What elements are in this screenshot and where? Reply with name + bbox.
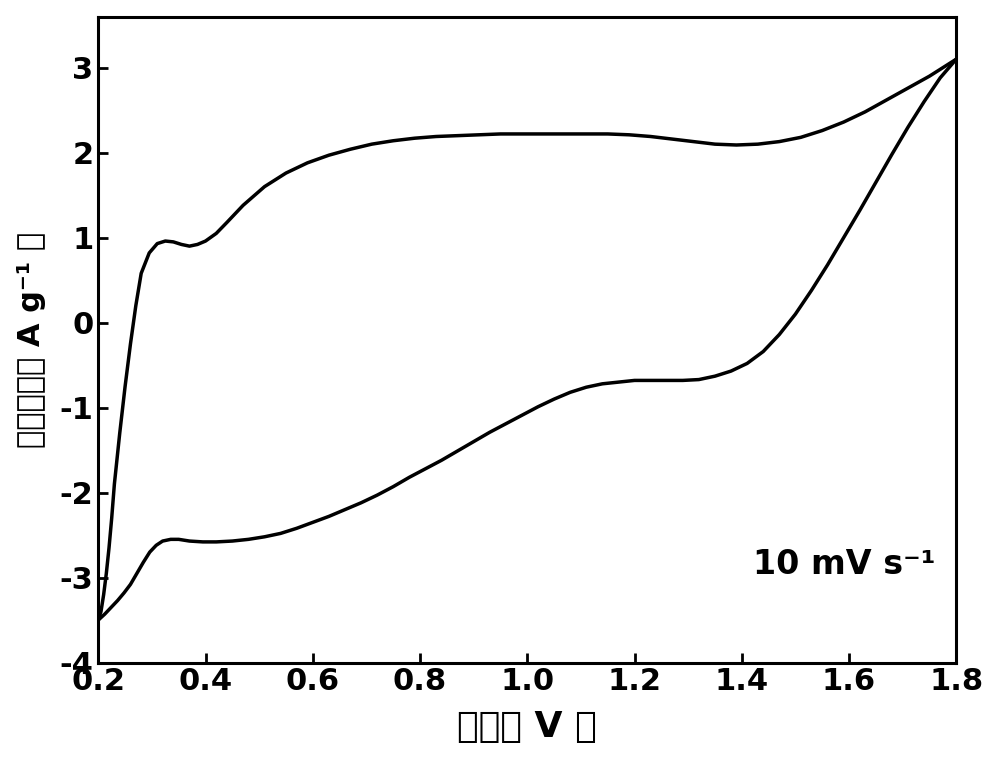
X-axis label: 电压（ V ）: 电压（ V ） [457, 710, 597, 744]
Y-axis label: 电流密度（ A g⁻¹ ）: 电流密度（ A g⁻¹ ） [17, 231, 46, 447]
Text: 10 mV s⁻¹: 10 mV s⁻¹ [753, 549, 935, 581]
